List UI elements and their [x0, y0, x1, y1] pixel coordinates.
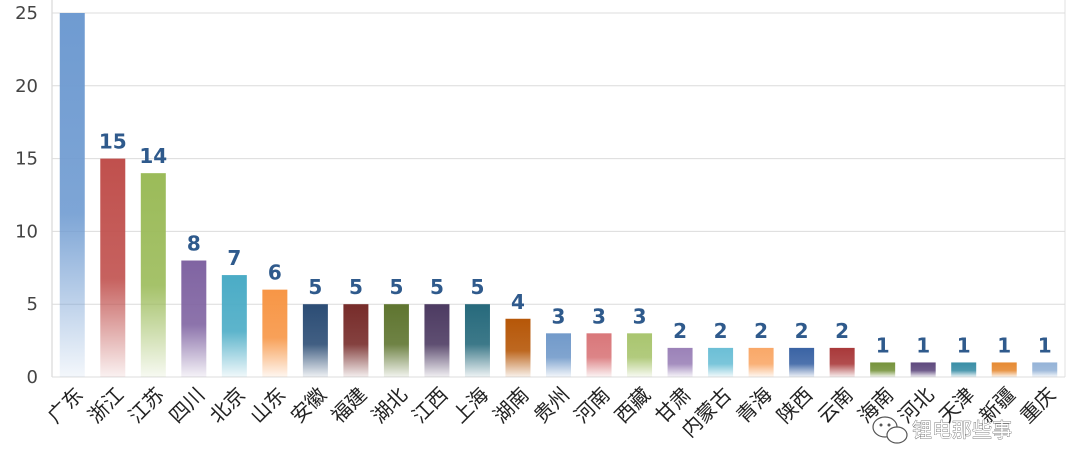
x-tick-label: 上海: [448, 383, 493, 428]
bar-新疆: [991, 362, 1017, 377]
bar-湖南: [505, 318, 531, 377]
data-label: 5: [308, 275, 322, 299]
data-label: 15: [99, 130, 127, 154]
data-label: 5: [470, 275, 484, 299]
x-tick-label: 贵州: [529, 383, 574, 428]
bar-河北: [910, 362, 936, 377]
x-tick-label: 山东: [245, 383, 290, 428]
bar-内蒙古: [708, 347, 734, 377]
x-tick-label: 浙江: [83, 383, 128, 428]
data-label: 5: [349, 275, 363, 299]
data-label: 3: [633, 304, 647, 328]
data-label: 3: [592, 304, 606, 328]
x-tick-label: 青海: [731, 383, 776, 428]
x-tick-label: 云南: [812, 383, 857, 428]
bar-四川: [181, 260, 207, 377]
x-tick-label: 福建: [326, 383, 371, 428]
bar-福建: [343, 304, 369, 377]
bar-山东: [262, 289, 288, 377]
bar-西藏: [627, 333, 653, 377]
data-label: 1: [997, 333, 1011, 357]
x-tick-label: 四川: [164, 383, 209, 428]
bar-贵州: [546, 333, 571, 377]
bar-广东: [59, 13, 85, 377]
x-tick-label: 陕西: [772, 383, 817, 428]
data-label: 3: [552, 304, 566, 328]
bars: [59, 13, 1058, 377]
bar-海南: [870, 362, 896, 377]
x-tick-label: 广东: [43, 383, 88, 428]
bar-河南: [586, 333, 612, 377]
data-label: 4: [511, 290, 525, 314]
y-tick-label: 20: [15, 76, 38, 97]
x-tick-label: 重庆: [1015, 383, 1060, 428]
y-axis-ticks: 0 5 10 15 20 25: [15, 3, 38, 388]
y-tick-label: 15: [15, 149, 38, 170]
bar-甘肃: [667, 347, 693, 377]
x-tick-label: 江苏: [124, 383, 169, 428]
bar-浙江: [100, 158, 126, 377]
bar-青海: [748, 347, 774, 377]
data-label: 5: [430, 275, 444, 299]
x-tick-label: 西藏: [610, 383, 655, 428]
bar-陕西: [789, 347, 815, 377]
data-label: 5: [389, 275, 403, 299]
watermark: 锂电那些事: [872, 416, 1012, 444]
wechat-logo-icon: [872, 416, 908, 444]
data-label: 2: [835, 319, 849, 343]
bar-安徽: [302, 304, 328, 377]
data-labels: 15 14 8 7 6 5 5 5 5 5 4 3 3 3 2 2 2 2 2 1 1 1 1 1: [99, 130, 1052, 358]
data-label: 2: [795, 319, 809, 343]
x-tick-label: 湖北: [367, 383, 412, 428]
data-label: 8: [187, 232, 201, 256]
x-tick-label: 湖南: [488, 383, 533, 428]
y-tick-label: 10: [15, 221, 38, 242]
bar-江苏: [140, 173, 166, 377]
bar-江西: [424, 304, 450, 377]
x-tick-label: 河南: [569, 383, 614, 428]
bar-云南: [829, 347, 855, 377]
x-tick-label: 安徽: [286, 383, 331, 428]
x-tick-label: 江西: [407, 383, 452, 428]
x-tick-label: 北京: [205, 383, 250, 428]
data-label: 7: [227, 246, 241, 270]
bar-天津: [951, 362, 977, 377]
bar-上海: [464, 304, 490, 377]
bar-重庆: [1032, 362, 1058, 377]
y-tick-label: 25: [15, 3, 38, 24]
watermark-text: 锂电那些事: [912, 418, 1012, 442]
data-label: 2: [673, 319, 687, 343]
data-label: 1: [916, 333, 930, 357]
y-tick-label: 5: [27, 294, 38, 315]
data-label: 2: [714, 319, 728, 343]
y-tick-label: 0: [27, 367, 38, 388]
data-label: 1: [957, 333, 971, 357]
bar-湖北: [383, 304, 409, 377]
bar-北京: [221, 275, 247, 377]
data-label: 6: [268, 261, 282, 285]
x-axis-ticks: 广东浙江江苏四川北京山东安徽福建湖北江西上海湖南贵州河南西藏甘肃内蒙古青海陕西云…: [43, 383, 1061, 442]
data-label: 1: [876, 333, 890, 357]
data-label: 2: [754, 319, 768, 343]
data-label: 14: [139, 144, 167, 168]
data-label: 1: [1038, 333, 1052, 357]
